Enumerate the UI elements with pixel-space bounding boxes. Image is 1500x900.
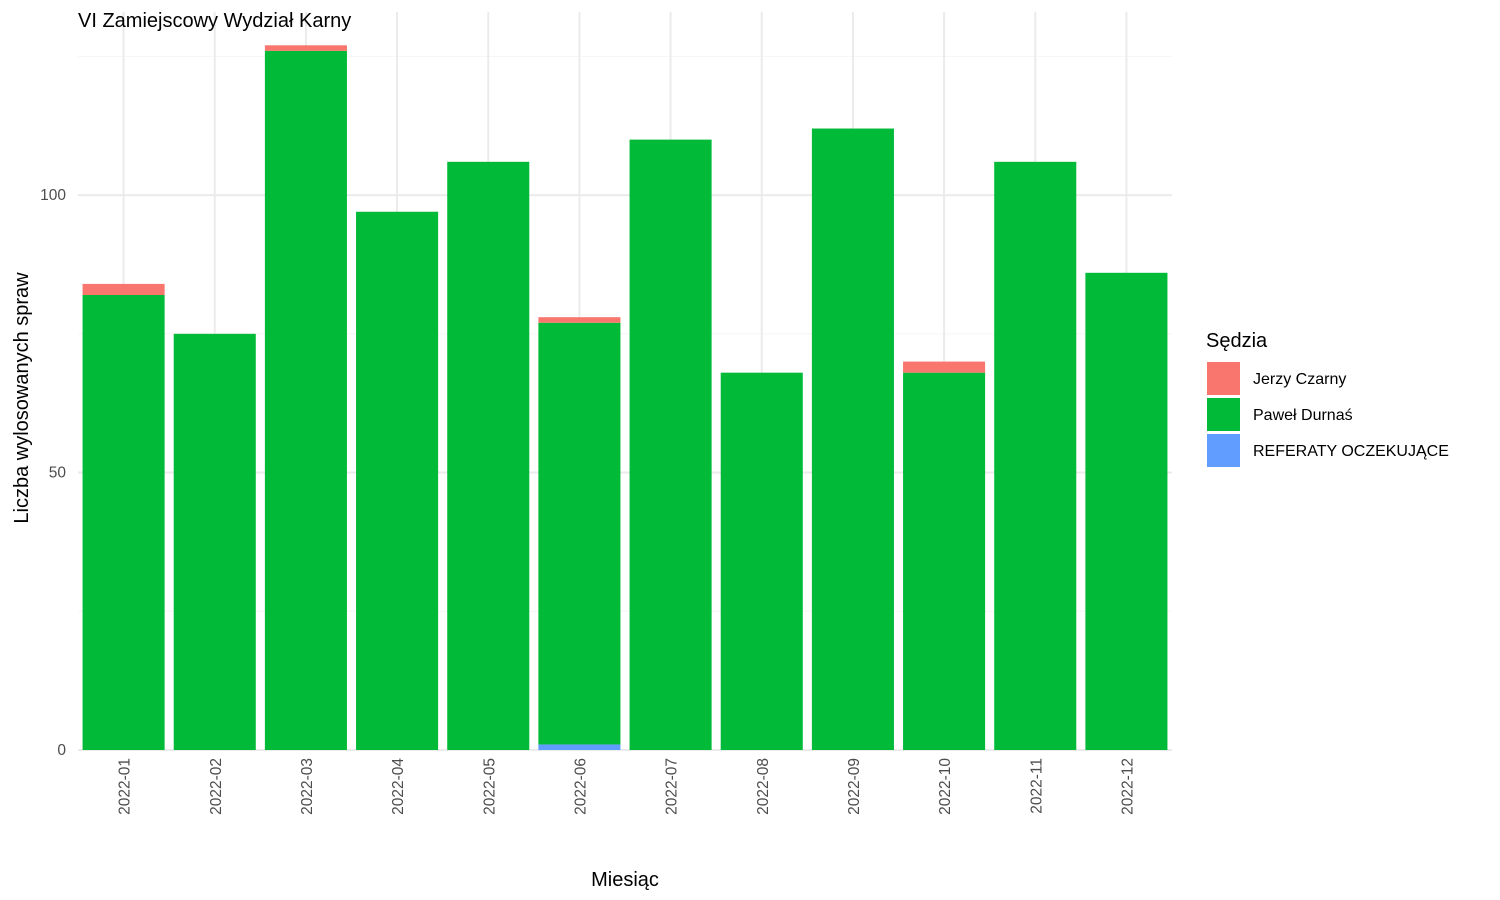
bar-pawe-durna (356, 211, 439, 750)
legend-swatch (1207, 398, 1240, 431)
y-axis-title: Liczba wylosowanych spraw (11, 272, 33, 524)
x-axis-title: Miesiąc (591, 869, 659, 891)
bar-pawe-durna (994, 161, 1077, 750)
x-tick-label: 2022-01 (117, 758, 134, 815)
x-axis-ticks: 2022-01 2022-02 2022-03 2022-04 2022-05 2022-… (117, 758, 1137, 815)
bar-jerzy-czarny (538, 317, 621, 323)
bar-pawe-durna (173, 333, 256, 750)
x-tick-label: 2022-02 (208, 758, 225, 815)
bar-pawe-durna (629, 139, 712, 751)
bar-pawe-durna (264, 50, 347, 751)
bar-pawe-durna (811, 128, 894, 751)
x-tick-label: 2022-03 (299, 758, 316, 815)
bar-pawe-durna (1085, 272, 1168, 750)
y-tick-label: 0 (57, 742, 66, 759)
legend-label: REFERATY OCZEKUJĄCE (1253, 443, 1449, 460)
x-tick-label: 2022-08 (755, 758, 772, 815)
bar-jerzy-czarny (903, 361, 986, 373)
bar-jerzy-czarny (82, 283, 165, 295)
legend-label: Paweł Durnaś (1253, 407, 1353, 424)
legend-swatch (1207, 362, 1240, 395)
y-tick-label: 100 (40, 187, 66, 204)
legend-title: Sędzia (1206, 330, 1268, 352)
x-tick-label: 2022-05 (481, 758, 498, 815)
bar-referaty-oczekuj-ce (538, 744, 621, 750)
x-tick-label: 2022-12 (1119, 758, 1136, 815)
bar-pawe-durna (538, 322, 621, 745)
bar-pawe-durna (447, 161, 530, 750)
x-tick-label: 2022-07 (664, 758, 681, 815)
bar-pawe-durna (903, 372, 986, 750)
chart-title: VI Zamiejscowy Wydział Karny (78, 10, 351, 32)
bar-jerzy-czarny (264, 45, 347, 51)
legend-label: Jerzy Czarny (1253, 371, 1346, 388)
x-tick-label: 2022-09 (846, 758, 863, 815)
x-tick-label: 2022-11 (1028, 758, 1045, 814)
y-axis-ticks: 0 50 100 (40, 187, 66, 759)
x-tick-label: 2022-10 (937, 758, 954, 815)
bar-pawe-durna (82, 294, 165, 750)
bar-pawe-durna (720, 372, 803, 750)
x-tick-label: 2022-06 (572, 758, 589, 815)
y-tick-label: 50 (49, 465, 67, 482)
legend-swatch (1207, 434, 1240, 467)
bars (82, 45, 1168, 751)
x-tick-label: 2022-04 (390, 758, 407, 815)
legend: Sędzia Jerzy Czarny Paweł Durnaś REFERATY … (1206, 330, 1449, 467)
